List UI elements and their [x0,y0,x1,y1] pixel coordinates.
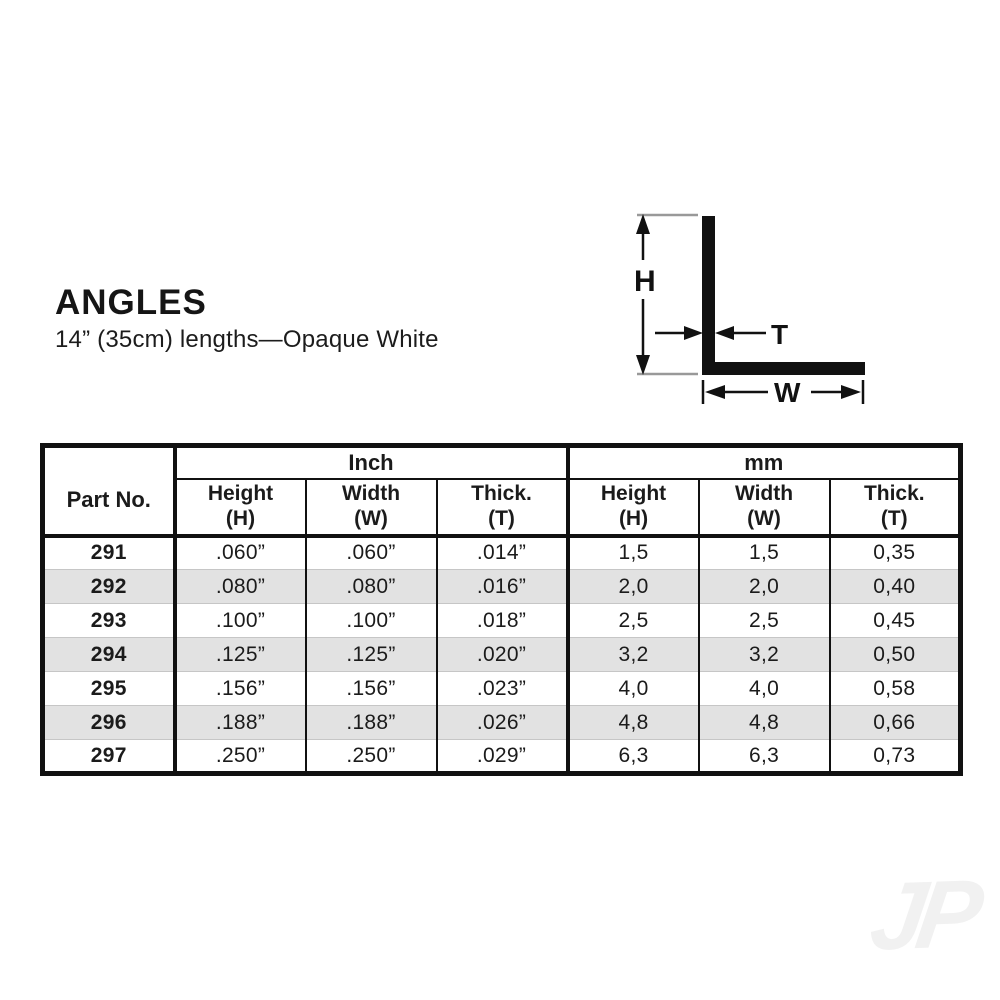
mm-width-cell: 4,0 [698,671,831,706]
col-label: Width [341,482,401,506]
inch-width-header: Width (W) [305,478,438,538]
table-row: 291 .060” .060” .014” 1,5 1,5 0,35 [42,535,961,570]
mm-thick-cell: 0,50 [829,637,961,672]
mm-height-cell: 1,5 [567,535,700,570]
mm-width-cell: 2,5 [698,603,831,638]
mm-width-cell: 2,0 [698,569,831,604]
table-row: 294 .125” .125” .020” 3,2 3,2 0,50 [42,637,961,672]
width-dim-label: W [774,377,801,408]
col-sublabel: (W) [747,506,781,530]
inch-height-cell: .080” [174,569,307,604]
col-label: Height [600,482,667,506]
part-no-cell: 295 [42,671,177,706]
w-arrow-left [705,385,725,399]
t-arrow-right [684,326,703,340]
table-group-header-row: Part No. Inch mm [42,445,961,538]
inch-width-cell: .250” [305,739,438,774]
mm-thick-cell: 0,73 [829,739,961,774]
part-no-cell: 291 [42,535,177,570]
col-label: Thick. [863,482,925,506]
part-no-cell: 292 [42,569,177,604]
inch-group-header: Inch [174,445,570,480]
col-label: Width [734,482,794,506]
inch-thick-cell: .026” [436,705,570,740]
mm-thick-cell: 0,35 [873,541,916,565]
page-subtitle: 14” (35cm) lengths—Opaque White [55,325,439,353]
inch-thick-cell: .029” [436,739,570,774]
col-sublabel: (H) [225,506,256,530]
page-title: ANGLES [55,283,207,322]
inch-height-header: Height (H) [174,478,307,538]
table-row: 296 .188” .188” .026” 4,8 4,8 0,66 [42,705,961,740]
part-no-cell: 296 [42,705,177,740]
col-sublabel: (T) [880,506,908,530]
angle-profile-shape [702,216,865,375]
jp-watermark-logo: JP [864,860,982,971]
inch-thick-cell: .023” [436,671,570,706]
col-sublabel: (T) [488,506,515,530]
spec-table: Part No. Inch mm Height (H) Width (W) Thic… [40,443,964,776]
table-row: 293 .100” .100” .018” 2,5 2,5 0,45 [42,603,961,638]
inch-width-cell: .125” [305,637,438,672]
mm-width-cell: 3,2 [698,637,831,672]
table-row: 297 .250” .250” .029” 6,3 6,3 0,73 [42,739,961,774]
inch-width-cell: .156” [305,671,438,706]
col-label: Thick. [471,482,532,506]
mm-height-cell: 4,0 [567,671,700,706]
col-label: Height [207,482,274,506]
part-no-cell: 297 [42,739,177,774]
mm-height-cell: 6,3 [567,739,700,774]
h-arrow-down [636,355,650,375]
mm-height-cell: 2,0 [567,569,700,604]
angle-dimension-diagram: H T W [618,198,878,413]
mm-thick-header: Thick. (T) [829,478,961,538]
inch-width-cell: .060” [305,535,438,570]
mm-thick-cell: 0,40 [829,569,961,604]
mm-height-header: Height (H) [567,478,700,538]
mm-width-cell: 4,8 [698,705,831,740]
table-row: 292 .080” .080” .016” 2,0 2,0 0,40 [42,569,961,604]
mm-thick-cell: 0,66 [829,705,961,740]
inch-thick-cell: .018” [436,603,570,638]
inch-height-cell: .060” [174,535,307,570]
inch-height-cell: .100” [174,603,307,638]
col-sublabel: (H) [618,506,649,530]
title-block: ANGLES 14” (35cm) lengths—Opaque White [55,283,439,354]
inch-height-cell: .188” [174,705,307,740]
mm-thick-cell: 0,45 [829,603,961,638]
mm-height-cell: 4,8 [567,705,700,740]
inch-width-cell: .080” [305,569,438,604]
inch-thick-cell: .014” [436,535,570,570]
mm-group-header: mm [567,445,961,480]
inch-thick-cell: .020” [436,637,570,672]
t-arrow-left [715,326,734,340]
inch-height-cell: .156” [174,671,307,706]
inch-thick-header: Thick. (T) [436,478,570,538]
w-arrow-right [841,385,861,399]
angle-profile-icon: H T W [634,213,865,408]
mm-height-cell: 2,5 [567,603,700,638]
part-no-cell: 294 [42,637,177,672]
mm-width-header: Width (W) [698,478,831,538]
table-subheader-row: Height (H) Width (W) Thick. (T) Height (H) W… [43,478,961,538]
inch-width-cell: .100” [305,603,438,638]
h-arrow-up [636,214,650,234]
inch-width-cell: .188” [305,705,438,740]
part-no-cell: 293 [42,603,177,638]
thickness-dim-label: T [771,319,788,350]
mm-height-cell: 3,2 [567,637,700,672]
mm-thick-cell: 0,58 [829,671,961,706]
mm-width-cell: 6,3 [698,739,831,774]
inch-height-cell: .125” [174,637,307,672]
inch-height-cell: .250” [174,739,307,774]
inch-thick-cell: .016” [436,569,570,604]
col-sublabel: (W) [354,506,388,530]
height-dim-label: H [634,265,656,298]
part-no-header: Part No. [42,445,177,538]
table-row: 295 .156” .156” .023” 4,0 4,0 0,58 [42,671,961,706]
mm-width-cell: 1,5 [698,535,831,570]
